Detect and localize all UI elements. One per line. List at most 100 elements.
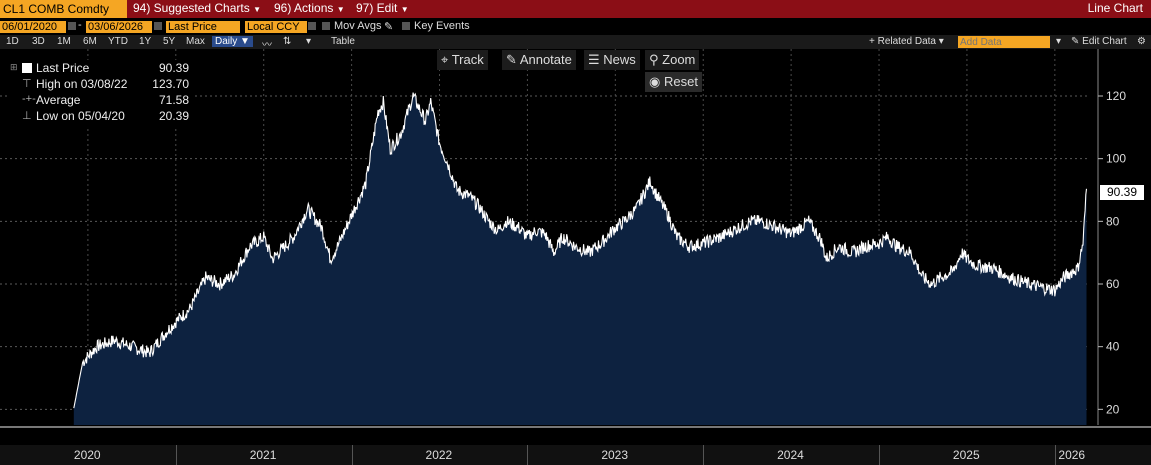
date-separator: -	[78, 19, 82, 31]
edit-chart-label: Edit Chart	[1082, 36, 1127, 47]
zoom-button[interactable]: ⚲ Zoom	[645, 50, 700, 70]
actions-menu[interactable]: 96) Actions ▼	[274, 1, 345, 15]
zoom-label: Zoom	[662, 52, 696, 67]
calendar-icon[interactable]	[154, 22, 162, 30]
settings-row: 06/01/2020 - 03/06/2026 Last Price Local…	[0, 18, 1151, 35]
suggested-charts-label: 94) Suggested Charts	[133, 1, 250, 15]
mov-avgs-label[interactable]: Mov Avgs	[334, 20, 382, 32]
suggested-charts-menu[interactable]: 94) Suggested Charts ▼	[133, 1, 261, 15]
pencil-icon[interactable]: ✎	[384, 21, 394, 33]
edit-menu[interactable]: 97) Edit ▼	[356, 1, 409, 15]
period-1y[interactable]: 1Y	[139, 36, 152, 47]
chart-style-icon[interactable]: 〰	[262, 40, 272, 51]
x-axis-divider	[527, 445, 529, 465]
legend-last-value: 90.39	[158, 61, 189, 75]
frequency-select[interactable]: Daily ▼	[212, 36, 253, 47]
frequency-label: Daily	[215, 36, 238, 47]
y-tick-label-120: 120	[1106, 89, 1126, 103]
chart-legend: ⊞ Last Price 90.39 ⊤ High on 03/08/22 12…	[8, 60, 193, 126]
checkbox-mov-avgs[interactable]	[322, 22, 330, 30]
key-events-label[interactable]: Key Events	[414, 20, 470, 32]
news-button[interactable]: ☰ News	[584, 50, 640, 70]
legend-swatch	[22, 63, 32, 73]
y-tick-label-100: 100	[1106, 152, 1126, 166]
related-data-label: + Related Data	[869, 36, 936, 47]
y-tick-label-80: 80	[1106, 214, 1120, 228]
radio-icon: ◉	[649, 74, 661, 89]
add-data-input[interactable]	[958, 36, 1050, 48]
period-ytd[interactable]: YTD	[108, 36, 128, 47]
price-chart[interactable]: 20 40 60 80 100 120	[0, 49, 1151, 445]
x-tick-label: 2020	[73, 448, 101, 462]
y-tick-label-40: 40	[1106, 340, 1120, 354]
x-tick-label: 2026	[1058, 448, 1086, 462]
caret-down-icon: ▼	[253, 5, 262, 14]
period-max[interactable]: Max	[186, 36, 205, 47]
average-marker-icon: -+-	[22, 93, 36, 105]
bar-style-icon[interactable]: ⇅	[283, 36, 292, 47]
magnifier-icon: ⚲	[649, 52, 659, 67]
pencil-icon: ✎	[1071, 36, 1080, 47]
start-date-input[interactable]: 06/01/2020	[0, 21, 66, 33]
news-label: News	[603, 52, 636, 67]
y-tick-label-60: 60	[1106, 277, 1120, 291]
gear-icon[interactable]: ⚙	[1137, 36, 1146, 47]
end-date-input[interactable]: 03/06/2026	[86, 21, 152, 33]
chart-type-label[interactable]: Line Chart	[1087, 1, 1143, 15]
last-price-tag: 90.39	[1100, 185, 1144, 200]
y-axis: 20 40 60 80 100 120	[1098, 89, 1126, 416]
price-area-fill	[73, 92, 1087, 425]
ticker-field[interactable]: CL1 COMB Comdty	[0, 0, 127, 18]
crosshair-icon: ⌖	[441, 52, 449, 67]
related-data-button[interactable]: + Related Data ▾	[869, 36, 944, 47]
legend-average-label: Average	[36, 93, 81, 107]
reset-button[interactable]: ◉ Reset	[645, 72, 702, 92]
period-6m[interactable]: 6M	[83, 36, 97, 47]
legend-last-label: Last Price	[36, 61, 90, 75]
caret-down-icon: ▼	[336, 5, 345, 14]
annotate-button[interactable]: ✎ Annotate	[502, 50, 576, 70]
low-marker-icon: ⊥	[22, 110, 32, 122]
dropdown-icon[interactable]: ▾	[306, 36, 312, 47]
top-toolbar: CL1 COMB Comdty 94) Suggested Charts ▼ 9…	[0, 0, 1151, 18]
legend-average-value: 71.58	[158, 93, 189, 107]
x-tick-label: 2022	[425, 448, 453, 462]
field-select[interactable]: Last Price	[166, 21, 240, 33]
legend-low-label: Low on 05/04/20	[36, 109, 125, 123]
high-marker-icon: ⊤	[22, 78, 32, 90]
reset-label: Reset	[663, 74, 698, 89]
pencil-icon: ✎	[506, 52, 517, 67]
actions-label: 96) Actions	[274, 1, 334, 15]
annotate-label: Annotate	[519, 52, 572, 67]
period-1m[interactable]: 1M	[57, 36, 71, 47]
table-button[interactable]: Table	[331, 36, 355, 47]
legend-marker-icon: ⊞	[10, 62, 18, 72]
price-line	[73, 92, 1088, 409]
x-tick-label: 2023	[601, 448, 629, 462]
x-axis-divider	[703, 445, 705, 465]
x-axis-divider	[351, 445, 353, 465]
x-tick-label: 2021	[249, 448, 277, 462]
checkbox-key-events[interactable]	[402, 22, 410, 30]
calendar-icon[interactable]	[68, 22, 76, 30]
x-axis-divider	[879, 445, 881, 465]
period-3d[interactable]: 3D	[32, 36, 45, 47]
period-5y[interactable]: 5Y	[163, 36, 176, 47]
caret-down-icon: ▼	[400, 5, 409, 14]
dropdown-icon[interactable]: ▾	[1056, 36, 1062, 47]
y-tick-label-20: 20	[1106, 402, 1120, 416]
x-axis: 2020 2021 2022 2023 2024 2025 2026	[0, 445, 1151, 465]
legend-low-value: 20.39	[158, 109, 189, 123]
edit-chart-button[interactable]: ✎ Edit Chart	[1071, 36, 1127, 47]
period-row: 1D 3D 1M 6M YTD 1Y 5Y Max Daily ▼ 〰 ⇅ ▾ …	[0, 35, 1151, 51]
x-axis-divider	[1054, 445, 1056, 465]
legend-high-label: High on 03/08/22	[36, 77, 128, 91]
currency-select[interactable]: Local CCY	[245, 21, 307, 33]
x-axis-divider	[175, 445, 177, 465]
edit-label: 97) Edit	[356, 1, 398, 15]
period-1d[interactable]: 1D	[6, 36, 19, 47]
dropdown-icon[interactable]	[308, 22, 316, 30]
track-label: Track	[451, 52, 484, 67]
track-button[interactable]: ⌖ Track	[437, 50, 488, 70]
list-icon: ☰	[588, 52, 600, 67]
